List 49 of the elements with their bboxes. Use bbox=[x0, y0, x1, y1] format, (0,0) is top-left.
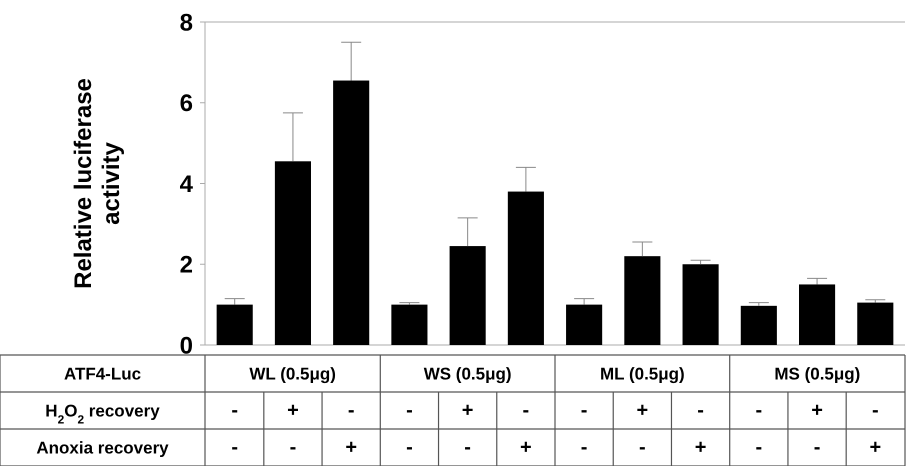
text: + bbox=[636, 400, 648, 422]
text: - bbox=[872, 400, 879, 422]
y-axis-title: Relative luciferase activity bbox=[70, 78, 125, 289]
text: - bbox=[755, 436, 762, 458]
text: - bbox=[580, 400, 588, 422]
text: ML (0.5μg) bbox=[600, 364, 685, 384]
text: + bbox=[811, 400, 823, 422]
text: WL (0.5μg) bbox=[249, 364, 336, 384]
text: - bbox=[580, 436, 588, 458]
text: - bbox=[231, 400, 238, 422]
bar bbox=[740, 306, 777, 345]
text: WS (0.5μg) bbox=[424, 364, 512, 384]
y-tick-label: 6 bbox=[180, 90, 193, 118]
text: - bbox=[406, 400, 413, 422]
text: ATF4-Luc bbox=[64, 364, 142, 384]
y-tick-label: 8 bbox=[180, 9, 193, 36]
text: - bbox=[755, 400, 762, 422]
bar bbox=[566, 304, 602, 345]
bar bbox=[682, 264, 719, 345]
text: - bbox=[406, 436, 413, 458]
bar bbox=[274, 161, 311, 345]
text: Anoxia recovery bbox=[36, 438, 170, 458]
bar bbox=[333, 80, 370, 345]
text: + bbox=[345, 436, 358, 458]
bar bbox=[450, 246, 486, 345]
bar bbox=[857, 302, 894, 345]
text: - bbox=[522, 400, 530, 422]
text: + bbox=[287, 400, 299, 422]
text: + bbox=[694, 436, 706, 458]
y-tick-label: 2 bbox=[180, 252, 193, 279]
bar bbox=[799, 284, 836, 345]
bar bbox=[391, 304, 428, 345]
y-tick-label: 4 bbox=[180, 170, 194, 198]
text: + bbox=[520, 436, 532, 458]
text: - bbox=[814, 436, 820, 458]
text: MS (0.5μg) bbox=[774, 364, 860, 384]
text: - bbox=[697, 400, 704, 422]
bar bbox=[216, 304, 253, 345]
text: H$_{2}$O$_{2}$ recovery bbox=[45, 402, 160, 426]
bar bbox=[508, 192, 544, 345]
text: - bbox=[464, 436, 471, 458]
text: + bbox=[462, 400, 474, 422]
text: - bbox=[348, 400, 355, 422]
y-tick-label: 0 bbox=[180, 332, 193, 360]
text: - bbox=[290, 436, 296, 458]
text: - bbox=[231, 436, 238, 458]
text: - bbox=[639, 436, 646, 458]
text: + bbox=[869, 436, 882, 458]
bar bbox=[624, 256, 660, 345]
